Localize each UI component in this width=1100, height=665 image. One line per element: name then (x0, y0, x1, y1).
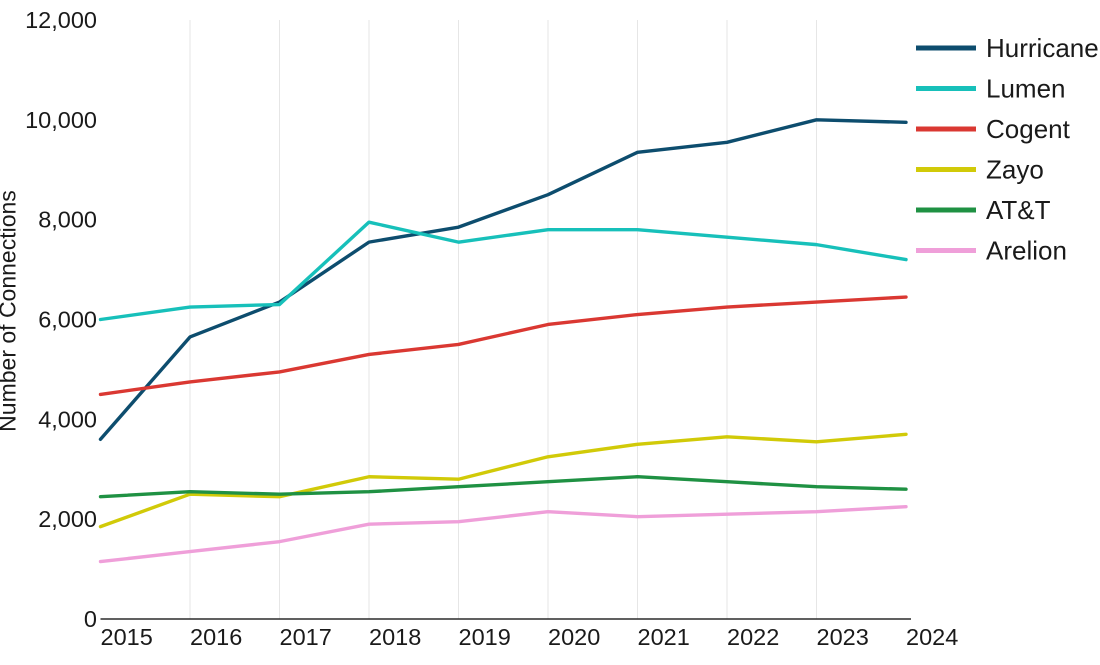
svg-text:2021: 2021 (638, 624, 690, 650)
svg-text:Hurricane: Hurricane (986, 33, 1099, 63)
svg-text:AT&T: AT&T (986, 195, 1051, 225)
svg-text:2024: 2024 (906, 624, 958, 650)
svg-text:0: 0 (84, 606, 97, 632)
svg-text:6,000: 6,000 (38, 307, 97, 333)
svg-text:Arelion: Arelion (986, 236, 1067, 266)
svg-text:8,000: 8,000 (38, 207, 97, 233)
svg-text:2023: 2023 (817, 624, 869, 650)
svg-text:12,000: 12,000 (25, 7, 97, 33)
svg-text:2017: 2017 (280, 624, 332, 650)
svg-text:10,000: 10,000 (25, 107, 97, 133)
svg-text:Cogent: Cogent (986, 114, 1071, 144)
svg-text:Lumen: Lumen (986, 74, 1066, 104)
svg-text:Zayo: Zayo (986, 155, 1044, 185)
svg-text:2022: 2022 (727, 624, 779, 650)
svg-text:2015: 2015 (101, 624, 153, 650)
svg-text:2019: 2019 (459, 624, 511, 650)
svg-text:2020: 2020 (548, 624, 600, 650)
svg-text:2,000: 2,000 (38, 506, 97, 532)
svg-text:2016: 2016 (190, 624, 242, 650)
svg-text:2018: 2018 (369, 624, 421, 650)
svg-text:4,000: 4,000 (38, 406, 97, 432)
